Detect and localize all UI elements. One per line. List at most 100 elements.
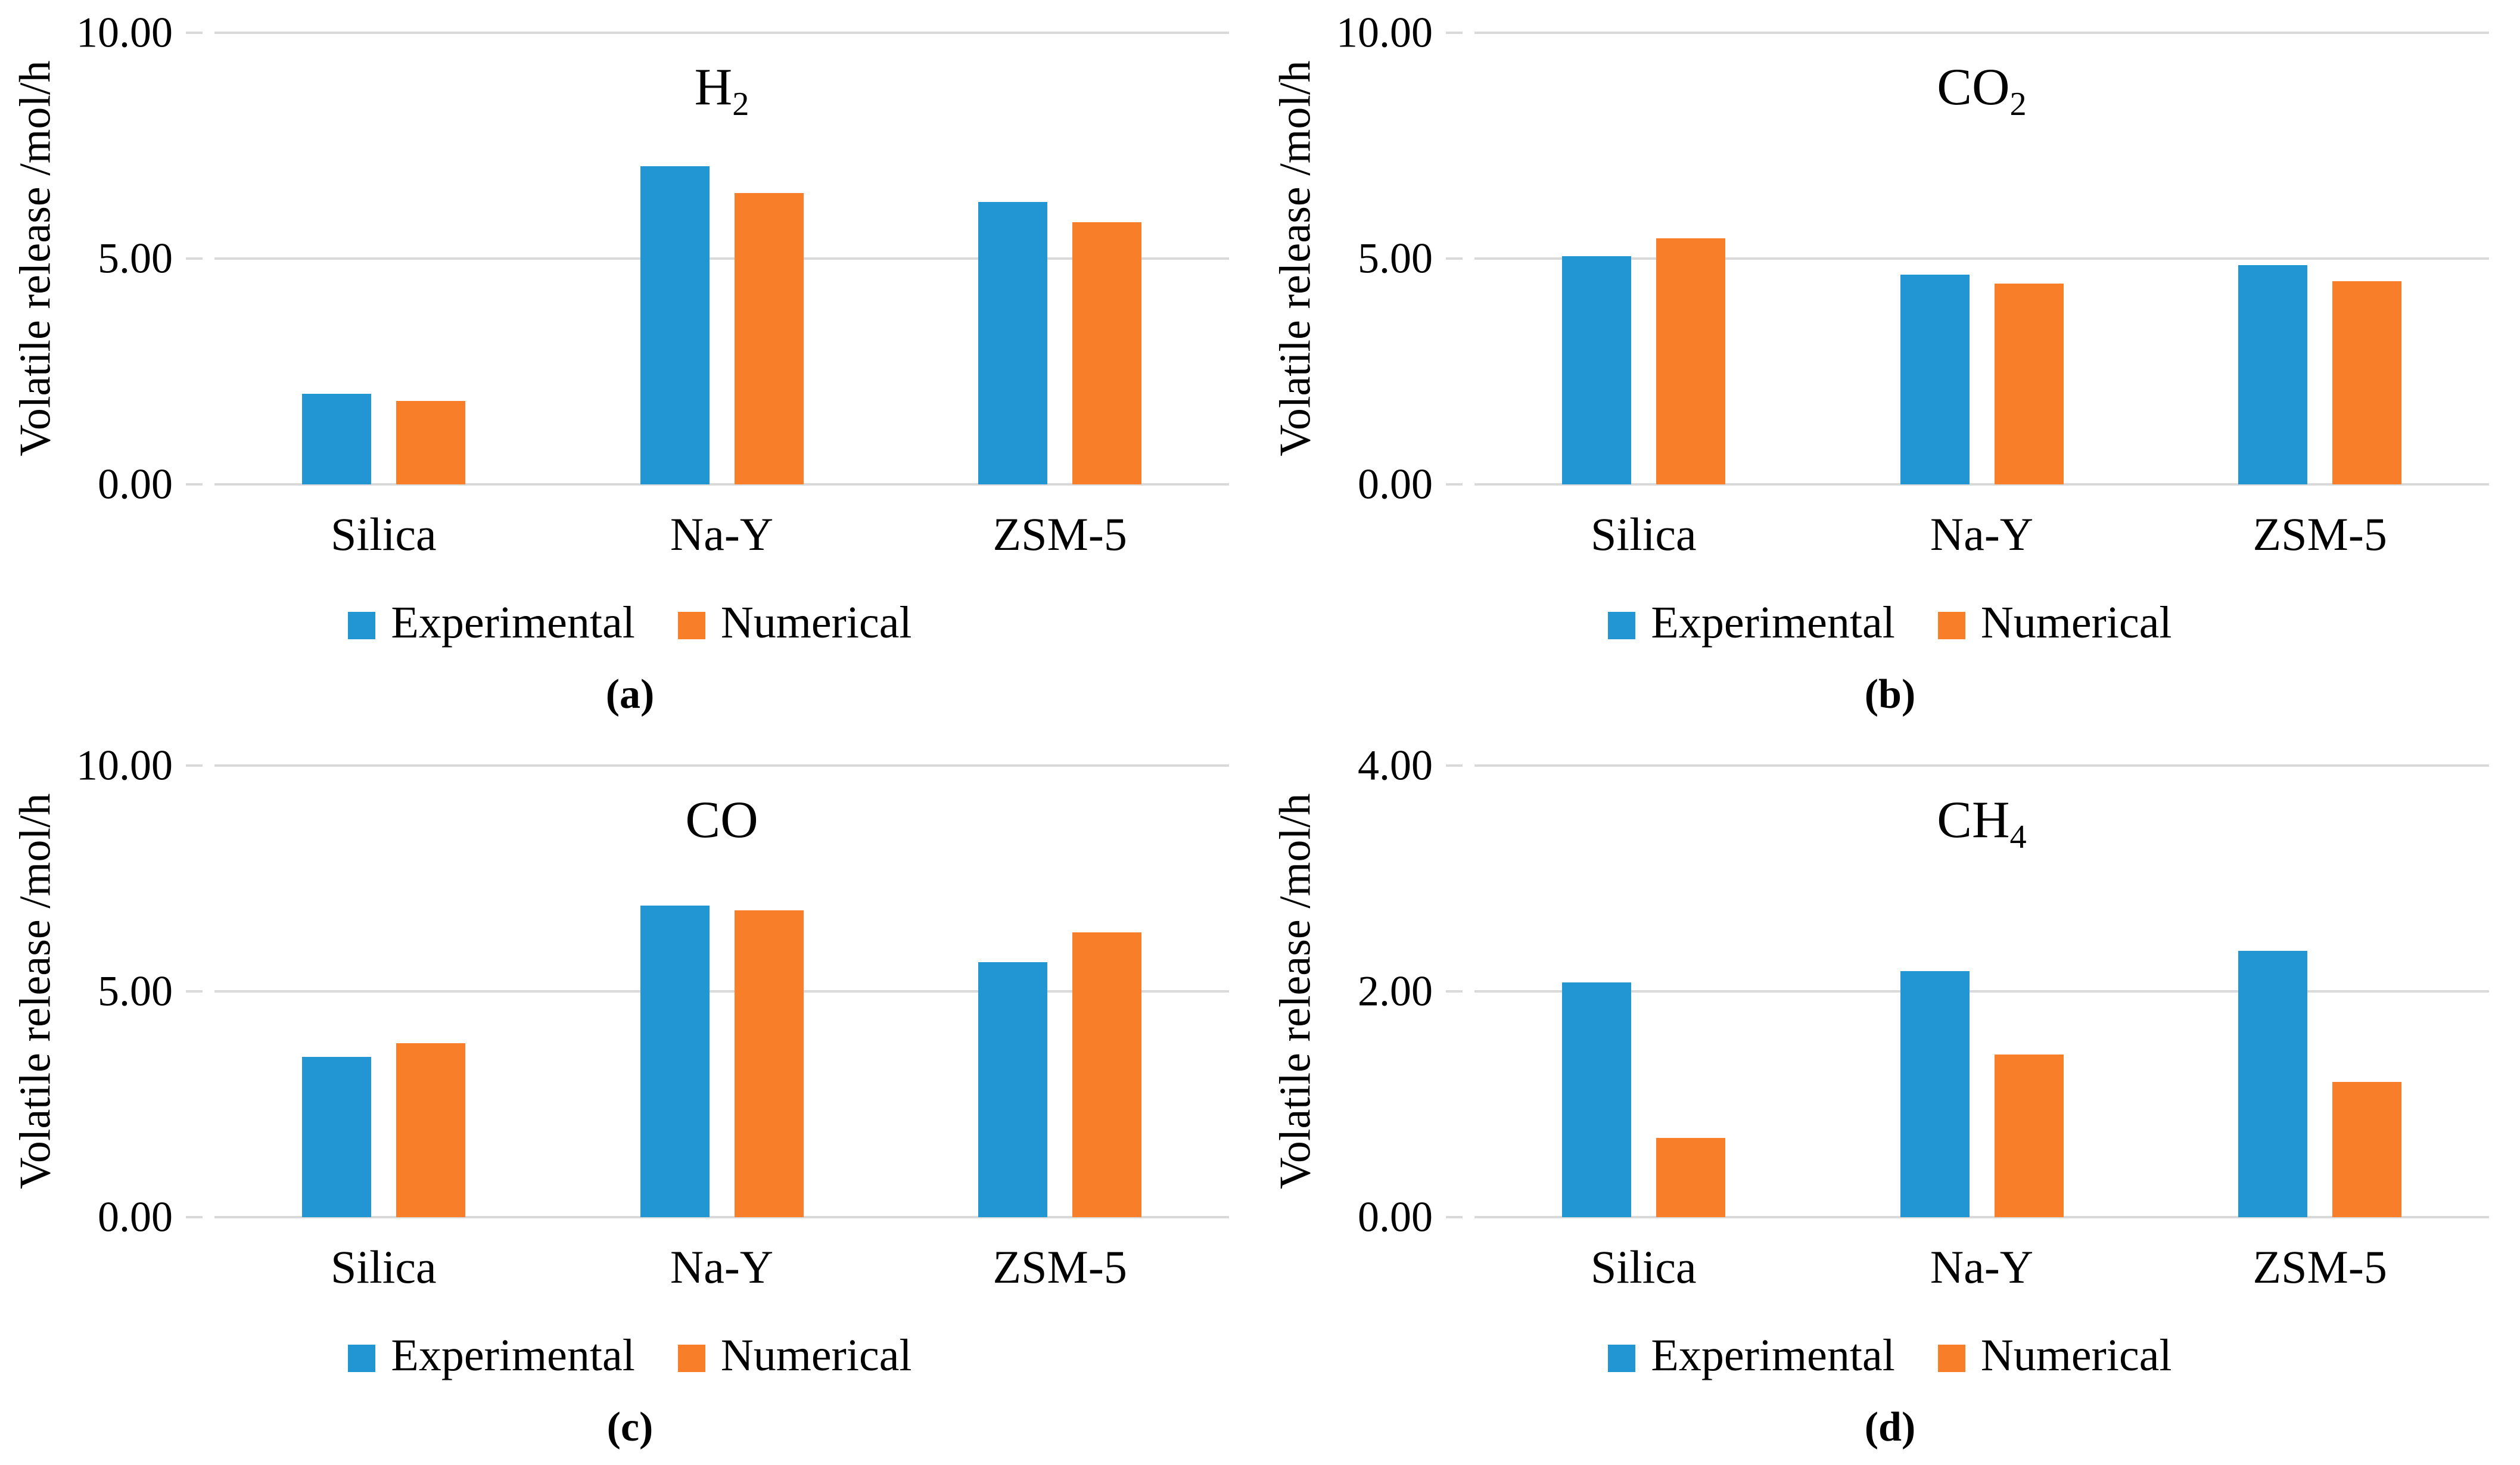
legend-label-numerical: Numerical <box>720 598 912 648</box>
gridline <box>214 257 1229 260</box>
y-tick-label: 0.00 <box>98 460 173 508</box>
gridline <box>1474 1216 2489 1218</box>
gridline <box>1474 764 2489 767</box>
bar-group-silica <box>214 33 553 484</box>
legend-swatch-numerical-icon <box>1937 1344 1965 1372</box>
chart-title-text: CH <box>1937 791 2010 849</box>
bar-experimental-zsm-5 <box>978 962 1048 1217</box>
category-axis: Silica Na-Y ZSM-5 <box>214 1240 1229 1294</box>
plot-area: CO2 <box>1446 32 2489 486</box>
y-tick-label: 10.00 <box>76 8 173 57</box>
category-label-zsm-5: ZSM-5 <box>993 1241 1127 1293</box>
legend-label-experimental: Experimental <box>391 1330 635 1380</box>
gridline <box>214 990 1229 993</box>
gridline <box>1474 483 2489 486</box>
bar-numerical-silica <box>396 1043 465 1217</box>
legend-swatch-experimental-icon <box>1608 1344 1636 1372</box>
chart-title: CH4 <box>1474 794 2489 854</box>
bars-region <box>214 33 1229 484</box>
bar-numerical-na-y <box>734 193 804 484</box>
tick-mark <box>1446 257 1463 260</box>
bars-region <box>214 766 1229 1217</box>
y-tick-label: 4.00 <box>1358 741 1433 789</box>
category-axis: Silica Na-Y ZSM-5 <box>1474 1240 2489 1294</box>
bar-group-zsm-5 <box>2151 33 2489 484</box>
chart-title-subscript: 2 <box>732 86 749 123</box>
chart-panel-b: Volatile release /mol/h 10.00 5.00 0.00 CO2 S… <box>1260 0 2520 733</box>
tick-mark <box>1446 32 1463 34</box>
y-tick-label: 10.00 <box>1336 8 1433 57</box>
category-label-zsm-5: ZSM-5 <box>2253 508 2387 560</box>
bar-numerical-zsm-5 <box>1072 932 1142 1217</box>
y-tick-label: 0.00 <box>1358 1193 1433 1241</box>
bar-group-na-y <box>1813 766 2151 1217</box>
legend-item-numerical: Numerical <box>677 1330 912 1382</box>
y-tick-label: 2.00 <box>1358 967 1433 1015</box>
panel-caption-d: (d) <box>1864 1404 1916 1450</box>
gridline <box>1474 990 2489 993</box>
bar-group-silica <box>1474 766 1813 1217</box>
bar-numerical-zsm-5 <box>2332 1081 2402 1217</box>
bar-experimental-na-y <box>640 166 710 484</box>
bar-group-zsm-5 <box>2151 766 2489 1217</box>
bar-experimental-zsm-5 <box>978 202 1048 484</box>
bar-group-na-y <box>553 766 891 1217</box>
plot-area: CH4 <box>1446 764 2489 1218</box>
bar-numerical-silica <box>396 400 465 484</box>
bars-region <box>1474 33 2489 484</box>
legend-swatch-numerical-icon <box>677 611 705 639</box>
y-tick-label: 5.00 <box>1358 234 1433 282</box>
y-axis-ticks: 10.00 5.00 0.00 <box>36 9 185 508</box>
legend-item-numerical: Numerical <box>1937 597 2172 649</box>
category-label-silica: Silica <box>331 1241 437 1293</box>
plot-area: CO <box>186 764 1229 1218</box>
tick-mark <box>186 483 203 486</box>
y-tick-label: 0.00 <box>98 1193 173 1241</box>
y-axis-ticks: 10.00 5.00 0.00 <box>1296 9 1445 508</box>
legend-label-numerical: Numerical <box>1980 1330 2172 1380</box>
tick-mark <box>186 257 203 260</box>
category-label-na-y: Na-Y <box>670 1241 774 1293</box>
y-tick-label: 5.00 <box>98 967 173 1015</box>
chart-title-text: CO <box>1937 58 2010 116</box>
category-label-silica: Silica <box>1591 508 1697 560</box>
bar-experimental-silica <box>301 1056 371 1217</box>
bar-numerical-silica <box>1656 1138 1725 1217</box>
y-tick-label: 10.00 <box>76 741 173 789</box>
legend-item-numerical: Numerical <box>1937 1330 2172 1382</box>
y-tick-label: 0.00 <box>1358 460 1433 508</box>
legend: Experimental Numerical <box>1260 1330 2520 1382</box>
bar-group-silica <box>214 766 553 1217</box>
bar-experimental-zsm-5 <box>2238 950 2308 1217</box>
chart-title-text: H <box>694 58 733 116</box>
category-label-zsm-5: ZSM-5 <box>2253 1241 2387 1293</box>
gridline <box>214 32 1229 34</box>
bar-group-zsm-5 <box>891 33 1229 484</box>
gridline <box>214 1216 1229 1218</box>
panel-caption-b: (b) <box>1864 671 1916 717</box>
category-axis: Silica Na-Y ZSM-5 <box>1474 508 2489 561</box>
bar-experimental-na-y <box>1900 971 1970 1217</box>
bar-experimental-zsm-5 <box>2238 265 2308 484</box>
gridline <box>214 764 1229 767</box>
bar-numerical-na-y <box>734 910 804 1217</box>
legend-item-numerical: Numerical <box>677 597 912 649</box>
chart-panel-c: Volatile release /mol/h 10.00 5.00 0.00 CO Si… <box>0 733 1260 1465</box>
chart-title: CO2 <box>1474 58 2489 122</box>
bar-numerical-zsm-5 <box>2332 281 2402 484</box>
category-label-na-y: Na-Y <box>670 508 774 560</box>
bar-experimental-na-y <box>640 905 710 1217</box>
category-label-zsm-5: ZSM-5 <box>993 508 1127 560</box>
legend: Experimental Numerical <box>0 1330 1260 1382</box>
chart-title-subscript: 4 <box>2009 819 2027 856</box>
tick-mark <box>186 990 203 993</box>
legend: Experimental Numerical <box>1260 597 2520 649</box>
chart-title: CO <box>214 794 1229 854</box>
legend-label-experimental: Experimental <box>1651 1330 1895 1380</box>
gridline <box>1474 257 2489 260</box>
chart-title-text: CO <box>685 791 758 849</box>
category-label-silica: Silica <box>1591 1241 1697 1293</box>
bar-experimental-silica <box>1561 982 1631 1217</box>
category-axis: Silica Na-Y ZSM-5 <box>214 508 1229 561</box>
